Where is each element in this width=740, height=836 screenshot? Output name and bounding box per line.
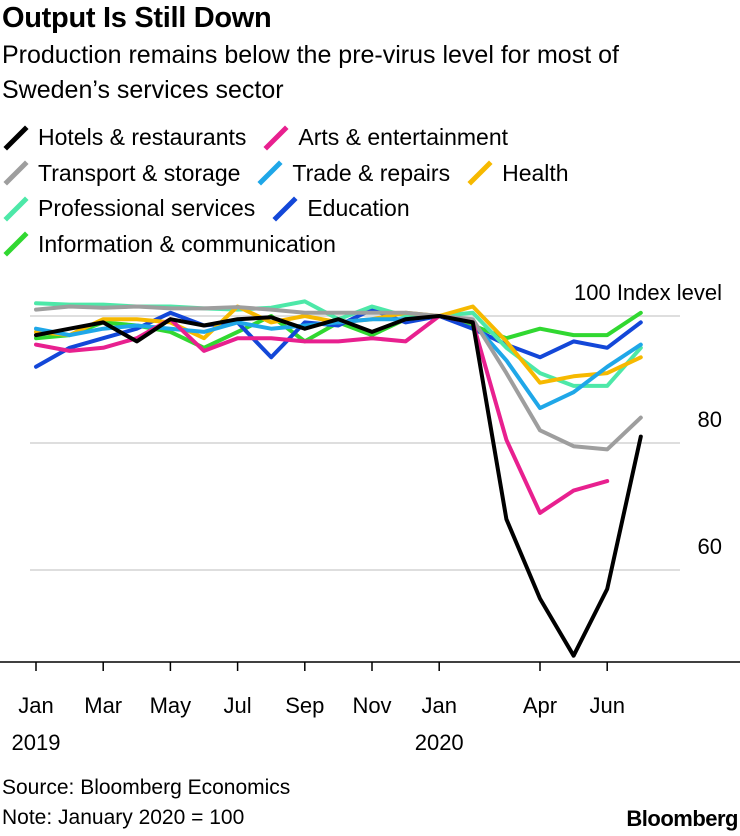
legend-label-hotels-restaurants: Hotels & restaurants bbox=[38, 124, 247, 151]
series-line-education bbox=[34, 307, 643, 369]
series-line-transport-storage bbox=[34, 304, 643, 452]
legend-item-professional-services: Professional services bbox=[2, 195, 255, 223]
legend-label-professional-services: Professional services bbox=[38, 195, 256, 222]
legend-label-arts-entertainment: Arts & entertainment bbox=[298, 124, 509, 151]
x-tick-label: Sep bbox=[285, 693, 324, 718]
x-tick-label: Nov bbox=[352, 693, 391, 718]
legend-label-education: Education bbox=[307, 195, 410, 222]
x-tick-year-label: 2019 bbox=[12, 730, 61, 755]
bloomberg-logo: Bloomberg bbox=[626, 806, 738, 831]
legend-row: Transport & storage Trade & repairs Heal… bbox=[2, 156, 738, 192]
legend-swatch-health bbox=[467, 160, 493, 186]
legend-item-health: Health bbox=[466, 159, 569, 187]
legend-row: Hotels & restaurants Arts & entertainmen… bbox=[2, 120, 738, 156]
footnote: Note: January 2020 = 100 bbox=[2, 806, 245, 829]
x-tick-label: Jun bbox=[589, 693, 624, 718]
legend-swatch-professional-services bbox=[3, 196, 29, 222]
chart-subtitle: Production remains below the pre-virus l… bbox=[2, 41, 619, 104]
legend-item-arts-entertainment: Arts & entertainment bbox=[262, 124, 508, 152]
legend-swatch-hotels-restaurants bbox=[3, 125, 29, 151]
legend-swatch-transport-storage bbox=[3, 160, 29, 186]
x-tick-year-label: 2020 bbox=[415, 730, 464, 755]
legend-label-transport-storage: Transport & storage bbox=[38, 159, 241, 186]
legend-swatch-arts-entertainment bbox=[263, 125, 289, 151]
chart-title: Output Is Still Down bbox=[2, 2, 272, 34]
x-tick-label: Jan bbox=[18, 693, 53, 718]
x-tick-label: Jan bbox=[421, 693, 456, 718]
source-note: Source: Bloomberg Economics bbox=[2, 776, 291, 799]
legend-item-information-communication: Information & communication bbox=[2, 230, 336, 258]
legend-row: Professional services Education bbox=[2, 191, 738, 227]
y-tick-label: 100 Index level bbox=[574, 280, 722, 305]
legend-item-transport-storage: Transport & storage bbox=[2, 159, 240, 187]
legend-row: Information & communication bbox=[2, 227, 738, 263]
legend-item-hotels-restaurants: Hotels & restaurants bbox=[2, 124, 246, 152]
legend-label-information-communication: Information & communication bbox=[38, 230, 336, 257]
series-line-hotels-restaurants bbox=[34, 314, 643, 658]
legend-label-health: Health bbox=[502, 159, 569, 186]
legend-label-trade-repairs: Trade & repairs bbox=[292, 159, 451, 186]
series-line-trade-repairs bbox=[34, 314, 643, 411]
x-tick-label: May bbox=[150, 693, 192, 718]
y-tick-label: 80 bbox=[698, 407, 722, 432]
legend-item-education: Education bbox=[271, 195, 410, 223]
legend: Hotels & restaurants Arts & entertainmen… bbox=[2, 120, 738, 262]
legend-swatch-education bbox=[272, 196, 298, 222]
y-tick-label: 60 bbox=[698, 534, 722, 559]
legend-item-trade-repairs: Trade & repairs bbox=[256, 159, 450, 187]
x-tick-label: Mar bbox=[84, 693, 122, 718]
legend-swatch-trade-repairs bbox=[257, 160, 283, 186]
series-line-arts-entertainment bbox=[34, 314, 610, 515]
legend-swatch-information-communication bbox=[3, 231, 29, 257]
x-tick-label: Jul bbox=[224, 693, 252, 718]
x-tick-label: Apr bbox=[523, 693, 557, 718]
